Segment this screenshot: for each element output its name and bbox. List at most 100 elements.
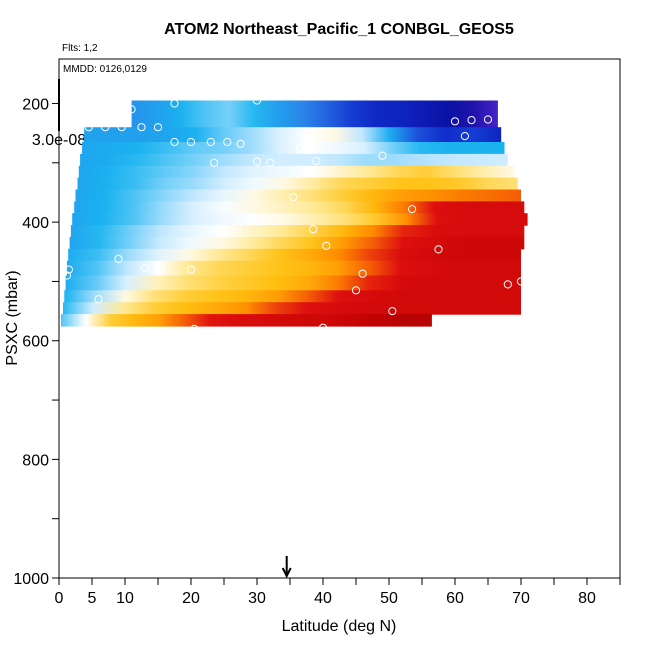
observation-point [467, 116, 476, 125]
observation-point [312, 143, 321, 153]
x-axis-label: Latitude (deg N) [282, 618, 397, 635]
y-tick-label: 800 [22, 452, 49, 469]
x-tick-label: 80 [578, 590, 596, 607]
x-tick-label: 40 [314, 590, 332, 607]
heatmap-row [80, 153, 508, 167]
observation-point [252, 96, 262, 105]
observation-point [101, 123, 110, 132]
observation-point [153, 123, 163, 132]
heatmap-row [75, 189, 521, 202]
observation-point [200, 333, 209, 342]
observation-point [414, 345, 423, 354]
chart-title: ATOM2 Northeast_Pacific_1 CONBGL_GEOS5 [164, 21, 514, 38]
heatmap-row [131, 100, 498, 128]
y-axis-label: PSXC (mbar) [4, 270, 21, 365]
observation-point [312, 156, 321, 166]
y-tick-label: 1000 [13, 571, 49, 588]
date-annotation: MMDD: 0126,0129 [63, 64, 147, 75]
observation-point [388, 307, 397, 316]
observation-point [516, 529, 526, 538]
heatmap-row [68, 248, 521, 262]
observation-point [137, 123, 146, 132]
observation-point [114, 254, 123, 263]
x-axis: 0 5 10 20 30 40 50 60 70 80 [55, 578, 621, 607]
observation-point [503, 280, 512, 289]
observation-point [401, 351, 410, 360]
y-tick-label: 600 [22, 334, 49, 351]
observation-point [289, 193, 298, 202]
heatmap-row [65, 275, 521, 291]
x-tick-label: 20 [182, 590, 200, 607]
observation-point [408, 205, 417, 214]
observation-point [365, 576, 374, 586]
heatmap-row [74, 201, 525, 214]
ground-marker-arrowhead [281, 567, 292, 579]
observation-point [170, 137, 179, 147]
observation-point [223, 570, 232, 580]
observation-point [170, 99, 179, 108]
observation-point [157, 265, 166, 274]
observation-point [318, 323, 328, 332]
heatmap-row [70, 225, 525, 238]
observation-point [236, 139, 245, 148]
observation-point [378, 151, 387, 160]
heatmap-row [69, 236, 525, 250]
observation-point [450, 117, 460, 126]
observation-point [60, 565, 69, 574]
observation-point [266, 158, 275, 167]
observation-point [140, 264, 149, 273]
observation-point [101, 565, 110, 574]
observation-point [190, 324, 199, 333]
observation-point [401, 575, 410, 584]
observation-point [94, 295, 103, 304]
observation-point [210, 158, 219, 167]
heatmap-row [64, 290, 522, 303]
flights-annotation: Flts: 1,2 [62, 43, 98, 54]
heatmap-row [72, 213, 528, 226]
plot-frame [58, 58, 621, 579]
observation-point [427, 462, 436, 471]
observation-point [193, 569, 202, 578]
observation-point [84, 123, 93, 132]
observation-point [127, 105, 136, 114]
heatmap-row [77, 177, 518, 191]
observation-point [64, 265, 74, 274]
heatmap-row [82, 142, 505, 155]
observation-point [516, 277, 526, 286]
x-tick-label: 70 [512, 590, 530, 607]
observation-point [483, 115, 493, 124]
y-tick-label: 200 [22, 96, 49, 113]
observation-point [351, 286, 361, 295]
heatmap-row [61, 314, 432, 327]
heatmap-row [63, 302, 521, 315]
observation-point [523, 318, 532, 327]
observation-point [427, 570, 436, 580]
x-tick-label: 10 [116, 590, 134, 607]
x-tick-label: 0 [55, 590, 64, 607]
heatmap [61, 100, 528, 327]
x-tick-label: 50 [380, 590, 398, 607]
x-tick-label: 60 [446, 590, 464, 607]
heatmap-row [78, 165, 515, 179]
observation-point [358, 269, 367, 278]
x-tick-label: 30 [248, 590, 266, 607]
y-tick-label: 400 [22, 215, 49, 232]
observation-point [186, 265, 196, 274]
observation-point [117, 123, 126, 132]
observation-point [302, 145, 311, 154]
observation-point [233, 222, 242, 231]
ground-marker [281, 556, 292, 579]
observation-point [206, 137, 215, 147]
observation-points [60, 96, 532, 586]
heatmap-row [66, 260, 522, 277]
y-axis: 200 400 600 800 1000 [13, 96, 59, 588]
x-tick-label: 5 [88, 590, 97, 607]
observation-point [150, 565, 159, 574]
observation-point [460, 132, 469, 141]
observation-point [62, 271, 72, 280]
observation-point [434, 245, 443, 254]
heatmap-row [84, 127, 502, 143]
observation-point [252, 157, 262, 166]
observation-point [186, 137, 196, 147]
